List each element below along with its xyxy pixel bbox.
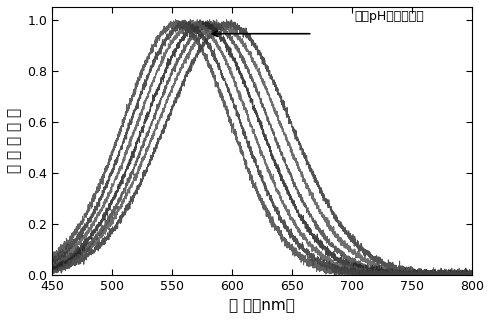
Y-axis label: 归 一 化 强 度: 归 一 化 强 度 (7, 108, 22, 173)
Text: 增加pH引起的移动: 增加pH引起的移动 (355, 10, 424, 23)
X-axis label: 波 长（nm）: 波 长（nm） (229, 298, 295, 313)
